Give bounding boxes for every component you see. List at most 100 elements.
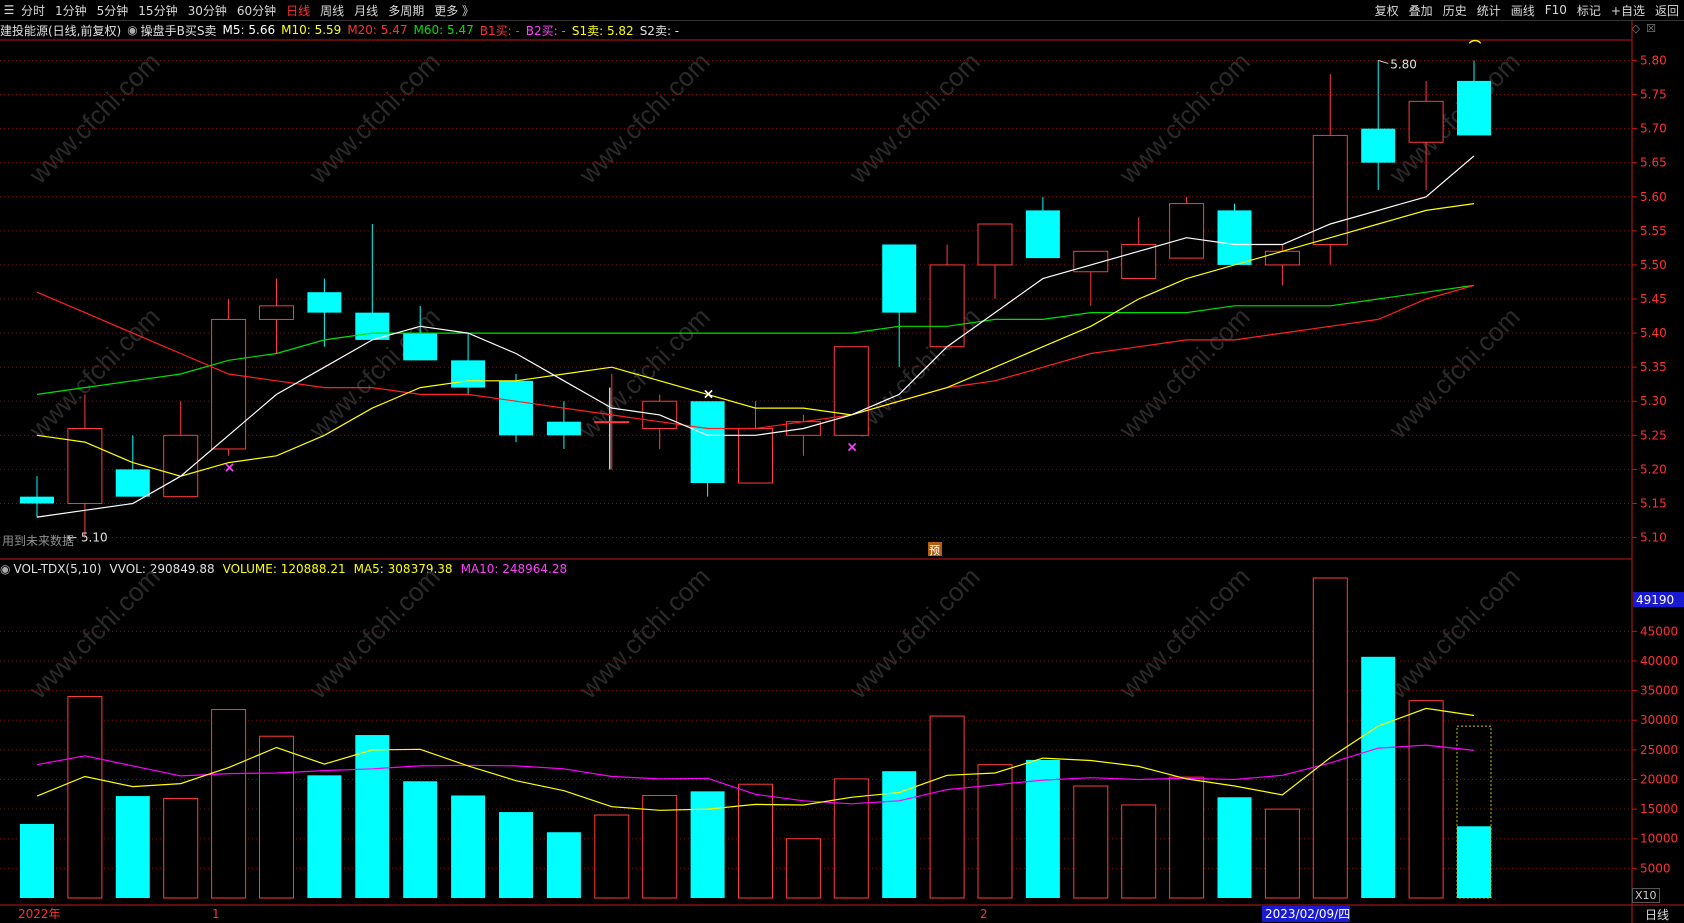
volume-bar-9[interactable] — [451, 795, 486, 898]
indicator-name[interactable]: 操盘手B买S卖 — [140, 23, 217, 38]
candle-body-30[interactable] — [1457, 80, 1491, 136]
ma10-line — [36, 203, 1475, 477]
candle-body-7[interactable] — [355, 312, 390, 340]
volume-bar-22[interactable] — [1073, 785, 1109, 899]
volume-bar-21[interactable] — [1025, 759, 1060, 898]
volume-tick-label-8: 45000 — [1640, 624, 1678, 638]
candle-body-11[interactable] — [546, 421, 581, 436]
volume-bar-10[interactable] — [499, 812, 533, 898]
x10-label[interactable]: X10 — [1632, 888, 1660, 903]
volume-bar-30[interactable] — [1457, 826, 1491, 898]
diamond-icon[interactable]: ◇ — [1631, 22, 1641, 35]
candle-body-15[interactable] — [738, 428, 773, 484]
candle-body-20[interactable] — [977, 223, 1013, 266]
candle-body-27[interactable] — [1312, 134, 1348, 245]
candle-body-1[interactable] — [67, 428, 103, 504]
candle-body-21[interactable] — [1025, 210, 1060, 259]
period-tab-9[interactable]: 多周期 — [388, 3, 425, 18]
volume-bar-13[interactable] — [642, 794, 678, 899]
toolbar-action-8[interactable]: 返回 — [1654, 3, 1679, 18]
toolbar-action-4[interactable]: 画线 — [1510, 3, 1535, 18]
period-tab-3[interactable]: 15分钟 — [138, 3, 178, 18]
volume-bar-8[interactable] — [403, 781, 438, 898]
period-tab-8[interactable]: 月线 — [354, 3, 379, 18]
period-tab-4[interactable]: 30分钟 — [187, 3, 227, 18]
toolbar-action-2[interactable]: 历史 — [1442, 3, 1467, 18]
candle-body-4[interactable] — [211, 318, 247, 450]
candle-body-18[interactable] — [882, 244, 917, 313]
close-icon[interactable]: ☒ — [1646, 22, 1656, 35]
candle-body-23[interactable] — [1121, 243, 1157, 280]
candle-body-14[interactable] — [690, 401, 725, 484]
toolbar-action-7[interactable]: +自选 — [1610, 3, 1645, 18]
period-tab-7[interactable]: 周线 — [320, 3, 345, 18]
volume-bar-4[interactable] — [211, 709, 247, 899]
candle-body-2[interactable] — [115, 469, 150, 497]
volume-bar-7[interactable] — [355, 735, 390, 898]
volume-bar-12[interactable] — [594, 814, 630, 899]
volume-bar-16[interactable] — [785, 838, 821, 899]
toolbar-action-1[interactable]: 叠加 — [1408, 3, 1433, 18]
price-tick-label-1: 5.15 — [1640, 496, 1667, 510]
volume-bar-5[interactable] — [259, 735, 294, 899]
period-tab-1[interactable]: 1分钟 — [55, 3, 87, 18]
volume-bar-23[interactable] — [1121, 804, 1157, 899]
candle-body-12[interactable] — [594, 421, 630, 424]
price-tick-label-7: 5.45 — [1640, 292, 1667, 306]
volume-bar-24[interactable] — [1169, 776, 1205, 899]
volume-bar-28[interactable] — [1361, 656, 1396, 898]
period-tab-5[interactable]: 60分钟 — [236, 3, 277, 18]
volume-bar-27[interactable] — [1312, 577, 1348, 899]
toolbar-action-0[interactable]: 复权 — [1374, 3, 1399, 18]
period-tab-0[interactable]: 分时 — [21, 3, 46, 18]
stock-title: 建投能源(日线,前复权) — [0, 23, 122, 38]
menu-icon[interactable]: ☰ — [3, 3, 15, 17]
period-tab-2[interactable]: 5分钟 — [96, 3, 129, 18]
candle-body-6[interactable] — [307, 292, 342, 313]
volume-bar-15[interactable] — [738, 783, 773, 899]
toolbar-action-5[interactable]: F10 — [1544, 3, 1567, 17]
volume-indicator-name[interactable]: VOL-TDX(5,10) — [13, 562, 102, 576]
volume-bar-18[interactable] — [882, 771, 917, 898]
volume-bar-6[interactable] — [307, 775, 342, 898]
candle-body-19[interactable] — [929, 264, 965, 348]
candle-body-10[interactable] — [499, 380, 533, 436]
candle-body-26[interactable] — [1264, 250, 1300, 266]
volume-bar-19[interactable] — [929, 715, 965, 899]
candle-body-24[interactable] — [1169, 203, 1205, 259]
candle-body-8[interactable] — [403, 333, 438, 361]
volume-bar-0[interactable] — [20, 823, 54, 898]
toolbar-action-6[interactable]: 标记 — [1576, 3, 1601, 18]
s2-value: S2卖: - — [639, 23, 680, 38]
candle-body-5[interactable] — [259, 305, 294, 320]
volume-bar-20[interactable] — [977, 764, 1013, 899]
period-label[interactable]: 日线 — [1644, 907, 1669, 922]
price-tick-label-5: 5.35 — [1640, 360, 1667, 374]
candle-body-28[interactable] — [1361, 128, 1396, 163]
volume-bar-29[interactable] — [1408, 700, 1444, 899]
volume-badge-bg — [1633, 592, 1684, 607]
volume-bar-1[interactable] — [67, 696, 103, 899]
price-tick-label-8: 5.50 — [1640, 258, 1667, 272]
volume-tick-label-4: 25000 — [1640, 743, 1678, 757]
volume-bar-11[interactable] — [546, 832, 581, 898]
candle-body-9[interactable] — [451, 360, 486, 388]
volume-bar-25[interactable] — [1217, 797, 1252, 898]
candle-body-22[interactable] — [1073, 250, 1109, 273]
period-tab-10[interactable]: 更多 》 — [434, 3, 475, 18]
candle-body-29[interactable] — [1408, 100, 1444, 143]
candle-body-0[interactable] — [20, 496, 54, 504]
volume-bar-3[interactable] — [163, 797, 199, 899]
candle-body-25[interactable] — [1217, 210, 1252, 265]
volume-toggle-icon[interactable]: ◉ — [0, 562, 11, 576]
period-tab-6[interactable]: 日线 — [286, 3, 311, 18]
x-label-month-2: 2 — [980, 907, 988, 921]
candle-body-17[interactable] — [833, 346, 869, 436]
indicator-toggle-icon[interactable]: ◉ — [127, 23, 138, 37]
volume-bar-26[interactable] — [1264, 808, 1300, 899]
volume-bar-2[interactable] — [115, 796, 150, 898]
toolbar-action-3[interactable]: 统计 — [1476, 3, 1501, 18]
watermark-17: www.cfchi.com — [1382, 561, 1525, 704]
low-price-label: 5.10 — [81, 531, 108, 545]
